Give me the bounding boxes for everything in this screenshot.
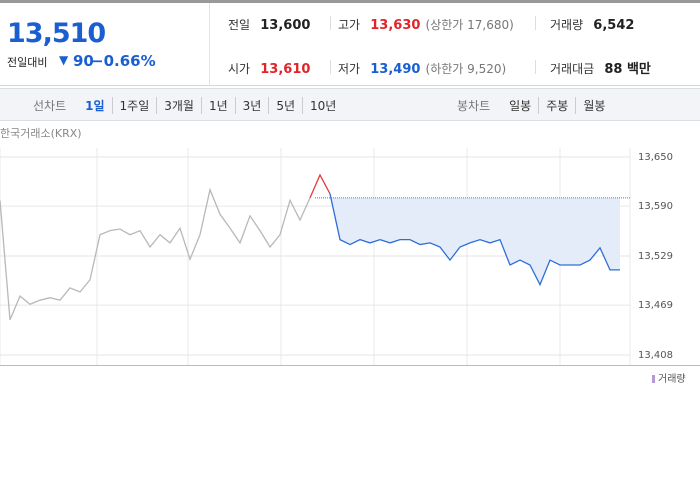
y-tick-label: 13,650 (638, 152, 673, 163)
panel-divider (0, 365, 700, 366)
candle-tab[interactable]: 주봉 (538, 97, 575, 114)
divider (0, 85, 700, 86)
info-value: 6,542 (593, 18, 635, 33)
y-tick-label: 13,590 (638, 201, 673, 212)
period-tab[interactable]: 10년 (302, 97, 343, 114)
info-label: 전일 (228, 18, 251, 32)
candle-tab[interactable]: 월봉 (575, 97, 612, 114)
chart-source: 한국거래소(KRX) (0, 127, 82, 140)
line-tabs: 선차트 1일 1주일 3개월 1년 3년 5년 10년 (33, 97, 343, 114)
info-label: 고가 (338, 18, 361, 32)
period-tab[interactable]: 1년 (200, 97, 235, 114)
price-line (329, 193, 620, 287)
info-label: 거래대금 (550, 62, 595, 76)
area (330, 193, 620, 285)
info-value: 13,490 (370, 62, 421, 77)
period-tab[interactable]: 1주일 (111, 97, 157, 114)
chart: 한국거래소(KRX) 거래량 13,650 13,590 13,529 13,469 1… (0, 127, 700, 385)
change-label: 전일대비 (7, 56, 48, 69)
info-value: 88 백만 (604, 62, 651, 77)
divider (209, 3, 210, 85)
info-value: 13,600 (260, 18, 311, 33)
info-label: 저가 (338, 62, 361, 76)
change: 90 (73, 52, 94, 70)
info-label: 시가 (228, 62, 251, 76)
change-mark: ▼ (59, 53, 69, 67)
candle-tabs: 봉차트 일봉 주봉 월봉 (457, 97, 612, 114)
info-value: 13,610 (260, 62, 311, 77)
price: 13,510 (7, 18, 106, 49)
price-line (0, 187, 311, 321)
top-border (0, 0, 700, 3)
info-value: 13,630 (370, 18, 421, 33)
info-extra: (상한가 17,680) (425, 18, 514, 32)
legend-swatch (652, 375, 655, 383)
period-tab[interactable]: 3개월 (156, 97, 201, 114)
candle-tab[interactable]: 일봉 (509, 99, 532, 113)
legend-label: 거래량 (658, 373, 686, 385)
info-extra: (하한가 9,520) (425, 62, 507, 76)
info-label: 거래량 (550, 18, 584, 32)
period-tab[interactable]: 3년 (234, 97, 269, 114)
y-tick-label: 13,408 (638, 350, 673, 361)
y-tick-label: 13,529 (638, 251, 673, 262)
y-tick-label: 13,469 (638, 300, 673, 311)
tab-group-label: 선차트 (33, 99, 67, 113)
period-tab[interactable]: 1일 (85, 99, 105, 113)
tab-group-label: 봉차트 (457, 99, 491, 113)
tab-bar: 선차트 1일 1주일 3개월 1년 3년 5년 10년 봉차트 일봉 주봉 월봉 (0, 88, 700, 121)
change-pct: −0.66% (91, 52, 156, 70)
price-line (309, 173, 331, 199)
period-tab[interactable]: 5년 (268, 97, 302, 114)
